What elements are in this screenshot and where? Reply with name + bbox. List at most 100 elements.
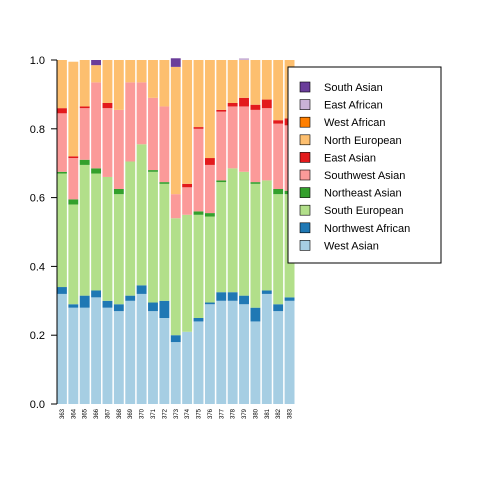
legend-label: Southwest Asian <box>324 170 405 182</box>
bar-segment <box>250 60 261 105</box>
bar-segment <box>68 156 79 159</box>
y-tick-label: 0.6 <box>30 193 45 205</box>
bar-segment <box>284 297 295 301</box>
bar-segment <box>273 120 284 124</box>
bar-segment <box>170 194 181 219</box>
bar-segment <box>79 307 90 404</box>
x-tick-label: 373 <box>174 408 180 419</box>
bar-segment <box>261 290 272 294</box>
bar-segment <box>193 128 204 212</box>
x-tick-label: 377 <box>219 408 225 419</box>
bar-segment <box>79 108 90 160</box>
bar-segment <box>193 318 204 322</box>
bar-segment <box>68 204 79 305</box>
bar-segment <box>102 103 113 109</box>
bar-segment <box>239 60 249 98</box>
bar-segment <box>136 82 147 145</box>
legend-box <box>287 66 442 264</box>
legend-swatch <box>299 187 311 198</box>
bar-segment <box>204 158 215 165</box>
bar-segment <box>113 304 124 312</box>
legend-label: North European <box>324 135 402 147</box>
bar-segment <box>239 106 249 172</box>
bar-segment <box>68 61 79 157</box>
bar-segment <box>250 109 261 183</box>
bar-segment <box>102 300 113 308</box>
legend-label: East African <box>324 100 383 112</box>
bar-segment <box>261 293 272 404</box>
bar-segment <box>227 300 238 404</box>
bar-segment <box>91 168 102 174</box>
bar-segment <box>250 321 261 404</box>
legend-swatch <box>299 240 311 251</box>
bar-segment <box>148 97 158 171</box>
bar-segment <box>113 109 124 189</box>
bar-segment <box>57 108 67 114</box>
bar-segment <box>148 302 158 312</box>
bar-segment <box>57 173 67 288</box>
bar-segment <box>125 82 136 162</box>
bar-segment <box>193 127 204 129</box>
bar-segment <box>57 113 67 172</box>
bar-segment <box>216 292 227 301</box>
bar-segment <box>239 295 249 305</box>
bar-segment <box>148 60 158 98</box>
bar-segment <box>239 97 249 107</box>
bar-segment <box>136 285 147 294</box>
bar-segment <box>148 311 158 404</box>
bar-segment <box>91 60 102 66</box>
bar-segment <box>159 106 170 183</box>
x-tick-label: 372 <box>162 408 168 419</box>
bar-segment <box>273 123 284 189</box>
x-tick-label: 374 <box>185 408 191 419</box>
y-tick-label: 0.2 <box>30 330 45 342</box>
bar-segment <box>148 170 158 172</box>
bar-segment <box>273 60 284 121</box>
legend-swatch <box>299 116 311 128</box>
x-tick-label: 370 <box>140 408 146 419</box>
legend-swatch <box>299 81 311 93</box>
bar-segment <box>125 300 136 404</box>
bar-segment <box>113 194 124 305</box>
bar-segment <box>102 176 113 301</box>
bar-segment <box>148 171 158 303</box>
bar-segment <box>136 144 147 286</box>
legend: South Asian East African West African North… <box>287 66 442 264</box>
bar-segment <box>57 293 67 404</box>
x-tick-label: 368 <box>117 408 123 419</box>
bar-segment <box>193 60 204 128</box>
bar-segment <box>204 304 215 404</box>
bar-segment <box>159 182 170 184</box>
x-tick-label: 378 <box>231 408 237 419</box>
x-tick-label: 363 <box>60 408 66 419</box>
bar-segment <box>57 60 67 109</box>
bar-segment <box>159 60 170 107</box>
bar-segment <box>193 211 204 215</box>
bar-segment <box>170 218 181 336</box>
bar-segment <box>91 65 102 83</box>
legend-label: Northeast Asian <box>324 188 402 200</box>
bar-segment <box>261 60 272 100</box>
bar-segment <box>136 293 147 404</box>
legend-swatch <box>299 152 311 163</box>
legend-swatch <box>299 222 311 234</box>
bar-segment <box>261 99 272 109</box>
bar-segment <box>273 304 284 312</box>
bar-segment <box>250 182 261 184</box>
bar-segment <box>68 307 79 404</box>
bar-segment <box>113 189 124 195</box>
bar-segment <box>102 307 113 404</box>
x-tick-label: 365 <box>83 408 89 419</box>
x-tick-label: 369 <box>128 408 134 419</box>
y-tick-label: 0.4 <box>30 261 45 273</box>
legend-label: Northwest African <box>324 223 410 235</box>
bar-segment <box>182 214 193 332</box>
bar-segment <box>102 60 113 103</box>
bar-segment <box>159 318 170 404</box>
bar-segment <box>227 60 238 103</box>
bar-segment <box>193 214 204 318</box>
bar-segment <box>261 180 272 291</box>
bar-segment <box>125 60 136 83</box>
bar-segment <box>239 171 249 296</box>
bar-segment <box>284 300 295 404</box>
